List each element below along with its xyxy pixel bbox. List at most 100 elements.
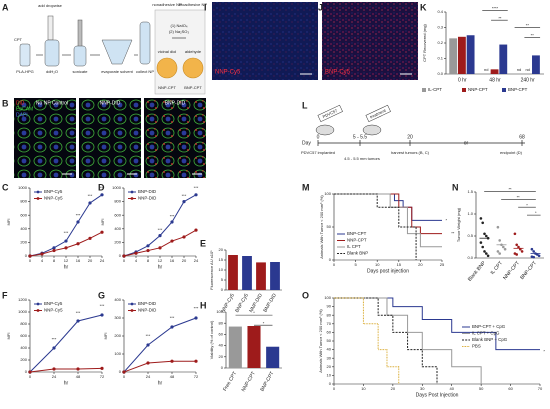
x-tick-label: 20 [391,386,396,391]
data-point [52,248,56,253]
y-tick-label: 200 [20,239,27,244]
x-tick-label: BNP-CPT [259,371,275,393]
mouse [315,124,335,136]
y-tick-label: 0 [221,365,224,370]
series-line [334,193,442,235]
y-tick-label: 60 [327,329,332,334]
y-tick-label: 10 [327,372,332,377]
x-tick-label: 10 [361,386,366,391]
data-point [532,255,535,259]
x-tick-label: 10 [375,262,380,267]
tissue-image [322,2,418,80]
y-axis-label: Animals With Tumor < 200 mm³ (%) [318,309,323,373]
x-tick-label: NNP-CPT [241,371,257,393]
panel-label: L [302,100,308,110]
y-tick-label: 60 [219,331,224,336]
x-tick-label: 40 [449,386,454,391]
x-tick-label: 20 [182,258,187,263]
y-axis-label: MFI [6,333,11,340]
legend-label: NNP-Cy5 [44,196,63,201]
y-tick-label: 0 [221,287,224,292]
data-point [537,254,541,258]
x-tick-label: 20 [88,258,93,263]
x-tick-label: 30 [420,386,425,391]
y-tick-label: 1.0 [467,211,473,216]
significance: *** [88,193,93,198]
panel-label: G [98,290,105,300]
y-tick-label: 20 [219,354,224,359]
y-axis-label: CPT Recovered (mg) [422,23,427,61]
legend-marker [36,197,40,200]
image-label: BNP-Cy5 [325,70,351,76]
series-line [334,297,540,351]
data-point [483,250,486,253]
y-axis-label: MFI [6,219,11,226]
data-point [122,254,126,258]
legend-label: Blank BNP [347,251,368,256]
data-point [485,234,488,238]
x-tick-label: 4 [41,258,44,263]
y-tick-label: 0.0 [437,71,443,76]
y-tick-label: 0 [119,253,122,258]
series-line [123,360,196,373]
data-point [520,250,524,253]
y-tick-label: 400 [114,226,121,231]
value-label: nd [484,67,488,72]
x-axis-label: hr [64,264,69,270]
y-tick-label: 1000 [18,309,28,314]
significance: ** [498,15,502,20]
data-point [194,316,198,320]
nanoparticle [156,57,178,79]
data-point [496,225,500,229]
legend-label: BNP-DID [138,301,156,306]
series-line [334,297,400,384]
significance: ** [451,231,455,236]
y-tick-label: 30 [327,355,332,360]
y-tick-label: 15 [219,257,224,262]
group-label: vicinal diol [158,49,177,54]
legend-marker [130,309,134,312]
legend-swatch [462,88,466,92]
data-point [146,361,150,365]
step-label: evaporate solvent [101,69,133,74]
bar [499,44,508,74]
legend-label: IL CPT [347,244,361,249]
y-tick-label: 1200 [18,297,28,302]
data-point [483,232,486,236]
np-box [154,9,206,95]
np-name: NNP-CPT [158,85,176,90]
x-tick-label: 72 [194,374,199,379]
y-tick-label: 600 [114,212,121,217]
legend-marker [36,302,40,306]
image-label: NNP-Cy5 [215,70,241,76]
legend-label: BNP-DID [138,189,156,194]
data-point [146,244,150,248]
step-label: add dropwise [38,3,63,8]
y-tick-label: 600 [20,212,27,217]
data-point [170,239,174,243]
significance: *** [170,315,175,320]
image-title: No NP Control [36,100,68,106]
mouse [362,124,382,136]
x-axis-label: hr [158,264,163,270]
y-tick-label: 0 [119,369,122,374]
significance: *** [52,337,57,342]
tube [19,43,31,67]
data-point [28,254,32,258]
x-tick-label: 24 [194,258,199,263]
data-point [146,248,150,253]
timeline-event: endpoint (D) [500,150,523,155]
y-tick-label: 800 [20,199,27,204]
x-tick-label: 24 [146,374,151,379]
x-tick-label: 0 [29,258,32,263]
significance: * [543,348,545,353]
y-tick-label: 0 [25,369,28,374]
y-tick-label: 1.5 [467,189,473,194]
legend-swatch [422,88,426,92]
timeline-label: Day [302,140,311,146]
step-label: ddH₂O [46,69,58,74]
x-tick-label: 48 hr [489,77,501,83]
value-label: nd [525,67,529,72]
schematic-a: add dropwise CPT PLA-HPG ddH₂O sonicate … [14,2,207,95]
data-point [530,247,534,251]
